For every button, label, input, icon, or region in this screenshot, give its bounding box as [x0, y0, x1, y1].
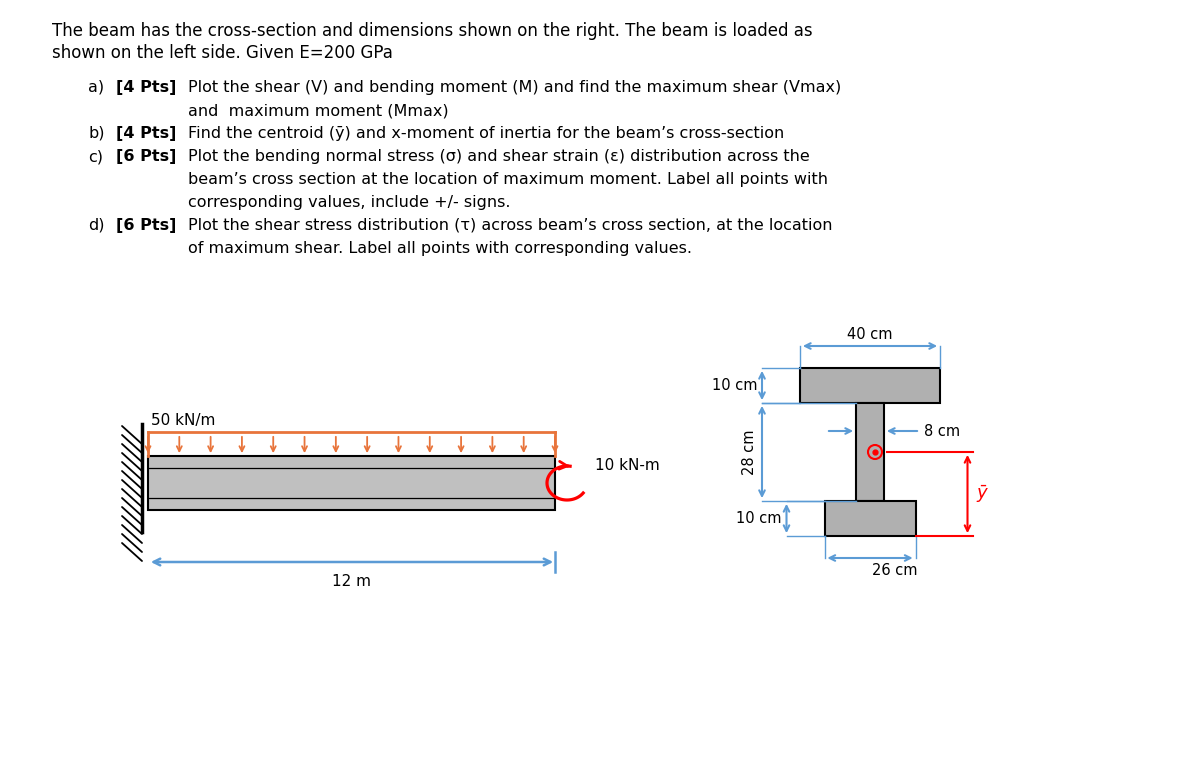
Text: Plot the bending normal stress (σ) and shear strain (ε) distribution across the: Plot the bending normal stress (σ) and s… — [188, 149, 809, 164]
Text: corresponding values, include +/- signs.: corresponding values, include +/- signs. — [188, 195, 511, 210]
Bar — [148, 456, 555, 510]
Text: a): a) — [88, 80, 105, 95]
Text: d): d) — [88, 218, 105, 233]
Bar — [856, 403, 884, 501]
Text: and  maximum moment (Mmax): and maximum moment (Mmax) — [188, 103, 449, 118]
Text: shown on the left side. Given E=200 GPa: shown on the left side. Given E=200 GPa — [52, 44, 393, 62]
Text: of maximum shear. Label all points with corresponding values.: of maximum shear. Label all points with … — [188, 241, 693, 256]
Text: 50 kN/m: 50 kN/m — [151, 413, 215, 428]
Text: [6 Pts]: [6 Pts] — [115, 149, 176, 164]
Text: 26 cm: 26 cm — [872, 563, 917, 578]
Text: $\bar{y}$: $\bar{y}$ — [976, 483, 989, 505]
Text: Plot the shear stress distribution (τ) across beam’s cross section, at the locat: Plot the shear stress distribution (τ) a… — [188, 218, 833, 233]
Text: 40 cm: 40 cm — [847, 327, 892, 342]
Text: beam’s cross section at the location of maximum moment. Label all points with: beam’s cross section at the location of … — [188, 172, 828, 187]
Text: 10 cm: 10 cm — [735, 511, 782, 526]
Bar — [825, 501, 915, 536]
Text: c): c) — [88, 149, 104, 164]
Bar — [800, 368, 940, 403]
Text: [4 Pts]: [4 Pts] — [115, 126, 176, 141]
Text: b): b) — [88, 126, 105, 141]
Text: Find the centroid (ȳ) and x-moment of inertia for the beam’s cross-section: Find the centroid (ȳ) and x-moment of in… — [188, 126, 784, 141]
Text: [6 Pts]: [6 Pts] — [115, 218, 176, 233]
Text: Plot the shear (V) and bending moment (M) and find the maximum shear (Vmax): Plot the shear (V) and bending moment (M… — [188, 80, 841, 95]
Text: 10 cm: 10 cm — [712, 378, 757, 393]
Text: [4 Pts]: [4 Pts] — [115, 80, 176, 95]
Circle shape — [868, 445, 882, 459]
Text: The beam has the cross-section and dimensions shown on the right. The beam is lo: The beam has the cross-section and dimen… — [52, 22, 813, 40]
Text: 28 cm: 28 cm — [743, 429, 757, 475]
Text: 8 cm: 8 cm — [923, 424, 960, 438]
Text: 10 kN-m: 10 kN-m — [595, 458, 659, 473]
Text: 12 m: 12 m — [332, 574, 371, 589]
